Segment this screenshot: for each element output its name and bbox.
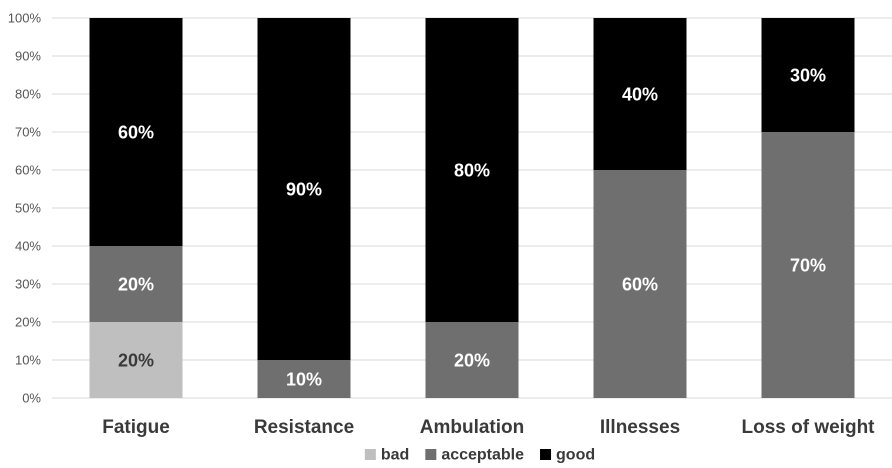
bar-segment-acceptable xyxy=(425,322,519,398)
bar-segment-good xyxy=(257,18,351,360)
x-axis-categories: Fatigue Resistance Ambulation Illnesses Loss… xyxy=(102,417,875,438)
legend-label: bad xyxy=(381,447,409,464)
bar-segment-acceptable xyxy=(761,132,855,398)
bar-segment-good xyxy=(761,18,855,132)
bar-segment-acceptable xyxy=(593,170,687,398)
y-tick-label: 30% xyxy=(15,277,41,292)
bar-segment-acceptable xyxy=(89,246,183,322)
x-category-label: Fatigue xyxy=(102,417,170,438)
bar-segment-good xyxy=(89,18,183,246)
legend-label: acceptable xyxy=(441,447,524,464)
x-category-label: Resistance xyxy=(254,417,354,438)
y-tick-label: 100% xyxy=(8,11,42,26)
data-label: 10% xyxy=(286,370,322,390)
data-label: 70% xyxy=(790,256,826,276)
y-tick-label: 60% xyxy=(15,163,41,178)
data-label: 60% xyxy=(622,275,658,295)
bars xyxy=(89,18,855,398)
x-category-label: Illnesses xyxy=(600,417,680,438)
y-tick-label: 50% xyxy=(15,201,41,216)
data-label: 20% xyxy=(118,275,154,295)
legend-swatch-good xyxy=(540,449,552,460)
y-tick-label: 20% xyxy=(15,315,41,330)
data-label: 40% xyxy=(622,85,658,105)
legend-swatch-acceptable xyxy=(425,449,437,460)
data-label: 80% xyxy=(454,161,490,181)
data-label: 90% xyxy=(286,180,322,200)
bar-segment-acceptable xyxy=(257,360,351,398)
y-tick-label: 90% xyxy=(15,49,41,64)
bar-segment-good xyxy=(593,18,687,170)
data-labels: 20% 20% 60% 10% 90% 20% 80% 60% 40% 70% 30% xyxy=(118,66,826,390)
y-tick-label: 80% xyxy=(15,87,41,102)
bar-segment-good xyxy=(425,18,519,322)
y-tick-label: 40% xyxy=(15,239,41,254)
data-label: 20% xyxy=(454,351,490,371)
y-tick-label: 70% xyxy=(15,125,41,140)
legend: bad acceptable good xyxy=(364,447,595,464)
data-label: 30% xyxy=(790,66,826,86)
y-tick-label: 10% xyxy=(15,353,41,368)
y-axis-ticks: 0% 10% 20% 30% 40% 50% 60% 70% 80% 90% 100% xyxy=(8,11,42,406)
legend-swatch-bad xyxy=(364,449,376,460)
data-label: 60% xyxy=(118,123,154,143)
x-category-label: Loss of weight xyxy=(742,417,876,438)
y-tick-label: 0% xyxy=(22,391,41,406)
x-category-label: Ambulation xyxy=(420,417,525,438)
legend-label: good xyxy=(556,447,595,464)
data-label: 20% xyxy=(118,351,154,371)
bar-segment-bad xyxy=(89,322,183,398)
